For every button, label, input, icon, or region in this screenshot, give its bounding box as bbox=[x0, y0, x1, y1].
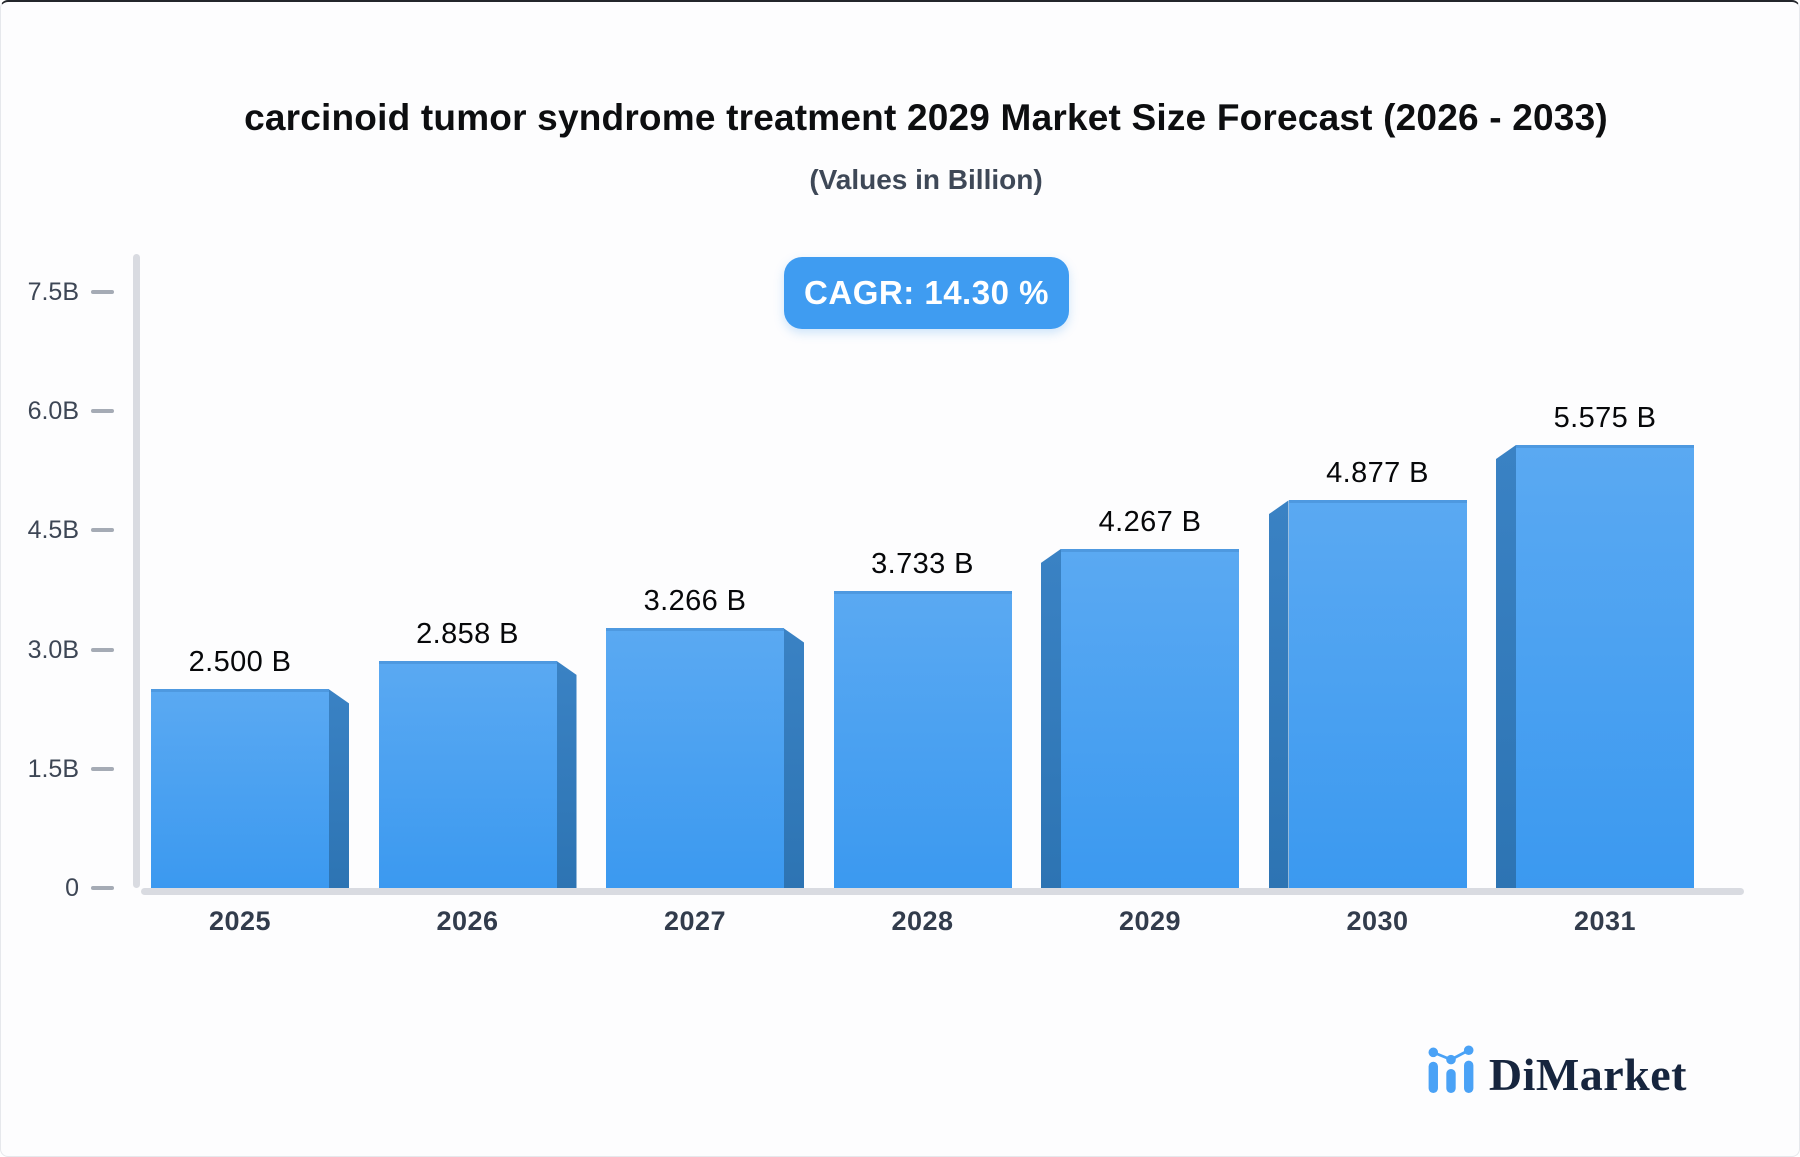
x-category-label-2031: 2031 bbox=[1573, 906, 1637, 936]
y-tick-dash bbox=[91, 886, 114, 890]
bar-value-label: 4.267 B bbox=[1098, 505, 1202, 538]
y-axis-line bbox=[133, 254, 140, 888]
y-tick-label: 4.5B bbox=[27, 516, 79, 545]
bar-value-label: 2.858 B bbox=[416, 617, 519, 650]
bar-2029[interactable] bbox=[1061, 548, 1239, 888]
bar-value-label: 3.733 B bbox=[871, 548, 974, 581]
y-tick-label: 6.0B bbox=[27, 397, 79, 426]
y-tick-dash bbox=[91, 409, 114, 414]
bar-value-label: 4.877 B bbox=[1326, 457, 1429, 490]
y-tick-label: 1.5B bbox=[27, 754, 79, 783]
bar-value-label: 3.266 B bbox=[643, 585, 747, 618]
bar-side-face-2027 bbox=[784, 628, 804, 888]
x-category-label-2025: 2025 bbox=[208, 906, 272, 936]
bar-value-label: 2.500 B bbox=[188, 646, 292, 679]
bar-side-face-2031 bbox=[1496, 444, 1516, 888]
bar-side-face-2029 bbox=[1041, 548, 1061, 888]
page-subtitle: (Values in Billion) bbox=[809, 164, 1043, 195]
x-category-label-2030: 2030 bbox=[1346, 906, 1409, 936]
y-tick-label: 0 bbox=[65, 874, 79, 902]
cagr-badge: CAGR: 14.30 % bbox=[784, 257, 1069, 329]
x-category-label-2029: 2029 bbox=[1118, 906, 1182, 936]
y-tick-dash bbox=[91, 647, 114, 652]
page-title: carcinoid tumor syndrome treatment 2029 … bbox=[244, 97, 1608, 138]
y-tick-dash bbox=[91, 528, 114, 533]
brand-name: DiMarket bbox=[1488, 1049, 1687, 1100]
bar-side-face-2030 bbox=[1268, 500, 1289, 888]
bar-side-face-2026 bbox=[556, 660, 577, 888]
bar-side-face-2025 bbox=[329, 689, 349, 888]
x-category-label-2027: 2027 bbox=[663, 906, 727, 936]
y-tick-dash bbox=[91, 766, 114, 771]
brand-logo[interactable]: DiMarket bbox=[1426, 1040, 1687, 1098]
y-tick-label: 3.0B bbox=[27, 635, 79, 664]
bar-2031[interactable] bbox=[1516, 444, 1694, 888]
bar-2026[interactable] bbox=[378, 660, 557, 888]
bar-value-label: 5.575 B bbox=[1553, 401, 1657, 434]
y-tick-dash bbox=[91, 289, 114, 294]
bar-2030[interactable] bbox=[1288, 500, 1467, 888]
x-category-label-2026: 2026 bbox=[436, 906, 499, 936]
mini-bar-chart-icon bbox=[1426, 1045, 1476, 1098]
bar-2027[interactable] bbox=[606, 628, 784, 888]
bar-2028[interactable] bbox=[833, 591, 1012, 888]
x-axis-line bbox=[141, 888, 1744, 895]
bar-2025[interactable] bbox=[151, 689, 329, 888]
x-category-label-2028: 2028 bbox=[891, 906, 954, 936]
y-tick-label: 7.5B bbox=[27, 277, 79, 306]
